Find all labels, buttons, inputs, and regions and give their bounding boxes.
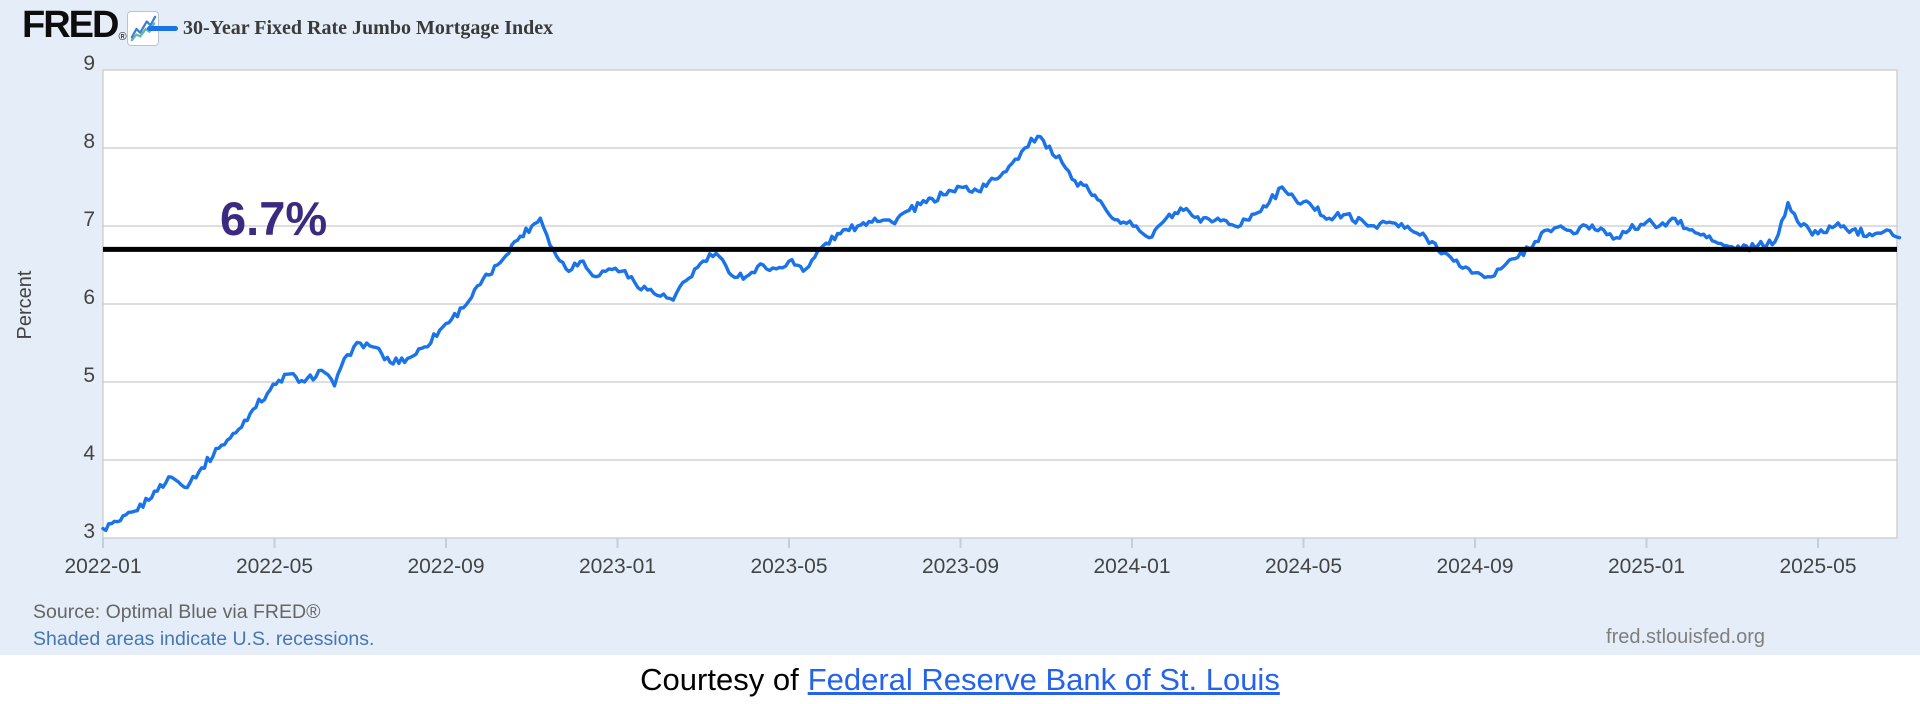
annotation-value-label: 6.7% <box>220 192 328 245</box>
x-tick-label: 2025-05 <box>1779 555 1856 578</box>
fred-logo[interactable]: FRED ® <box>22 6 127 44</box>
plot-area[interactable]: 3 4 5 6 7 8 9 2022-01 2022-05 2022-09 2023-01 2023-… <box>0 0 1920 655</box>
x-tick-label: 2023-05 <box>750 555 827 578</box>
fred-logo-text: FRED <box>22 4 119 46</box>
x-tick-label: 2022-05 <box>236 555 313 578</box>
y-tick-label: 3 <box>83 520 95 543</box>
legend-line-swatch <box>147 26 178 31</box>
y-tick-label: 5 <box>83 364 95 387</box>
registered-mark: ® <box>118 31 127 43</box>
chart-container: 3 4 5 6 7 8 9 2022-01 2022-05 2022-09 2023-01 2023-… <box>0 0 1920 655</box>
y-tick-label: 9 <box>83 52 95 75</box>
courtesy-frbstl-link[interactable]: Federal Reserve Bank of St. Louis <box>807 661 1280 697</box>
source-attribution: Source: Optimal Blue via FRED® <box>33 601 321 623</box>
legend-series-label: 30-Year Fixed Rate Jumbo Mortgage Index <box>183 17 554 39</box>
fred-url-label: fred.stlouisfed.org <box>1606 626 1765 648</box>
y-axis-title: Percent <box>14 270 36 339</box>
x-tick-label: 2024-05 <box>1265 555 1342 578</box>
y-tick-label: 8 <box>83 130 95 153</box>
x-tick-label: 2023-09 <box>922 555 999 578</box>
x-tick-label: 2024-01 <box>1093 555 1170 578</box>
courtesy-line: Courtesy of Federal Reserve Bank of St. … <box>0 655 1920 704</box>
x-tick-label: 2025-01 <box>1608 555 1685 578</box>
recession-note-link[interactable]: Shaded areas indicate U.S. recessions. <box>33 628 375 650</box>
y-tick-label: 4 <box>83 442 95 465</box>
x-tick-label: 2024-09 <box>1436 555 1513 578</box>
y-tick-label: 6 <box>83 286 95 309</box>
x-tick-label: 2022-01 <box>64 555 141 578</box>
x-tick-label: 2022-09 <box>407 555 484 578</box>
y-tick-label: 7 <box>83 208 95 231</box>
courtesy-prefix: Courtesy of <box>640 661 799 697</box>
series-line[interactable] <box>101 134 1902 533</box>
x-tick-label: 2023-01 <box>579 555 656 578</box>
